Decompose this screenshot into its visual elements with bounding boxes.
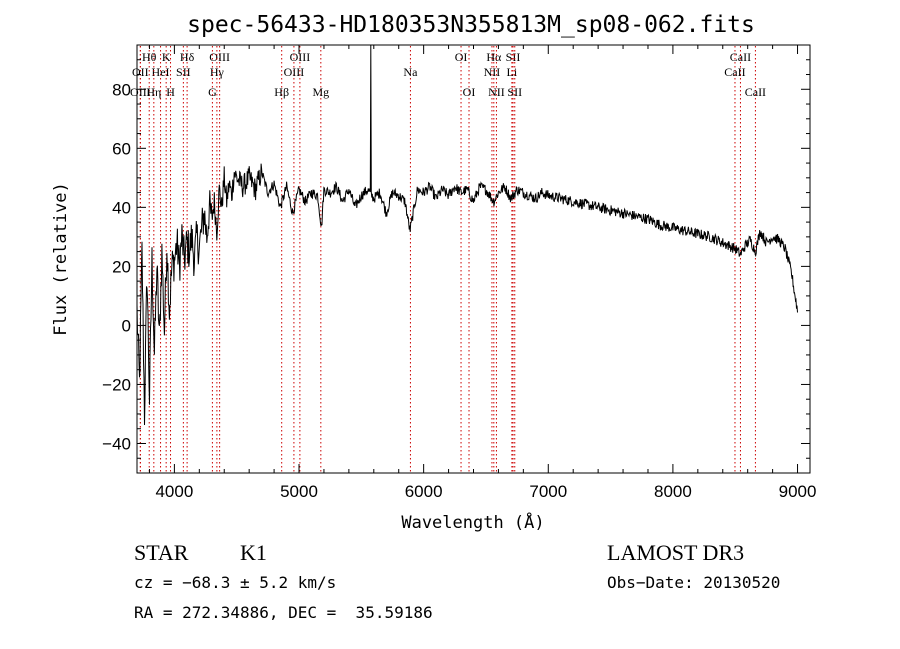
x-tick-label: 6000	[405, 482, 443, 501]
flux-series-line	[136, 44, 798, 426]
object-class: STAR	[134, 540, 189, 565]
line-label: CaII	[724, 65, 745, 79]
line-label: OIII	[209, 50, 230, 64]
obs-date: Obs−Date: 20130520	[607, 573, 781, 592]
line-label: NII	[484, 65, 501, 79]
line-label: OII	[132, 65, 149, 79]
line-label: CaII	[745, 85, 766, 99]
line-label: HeI	[152, 65, 170, 79]
line-label: Hδ	[180, 50, 195, 64]
coordinates: RA = 272.34886, DEC = 35.59186	[134, 603, 433, 622]
x-tick-label: 5000	[280, 482, 318, 501]
x-tick-label: 9000	[779, 482, 817, 501]
line-label: G	[208, 85, 217, 99]
line-label: K	[162, 50, 171, 64]
plot-frame	[136, 44, 811, 474]
x-tick-label: 8000	[654, 482, 692, 501]
line-label: CaII	[730, 50, 751, 64]
x-tick-label: 4000	[155, 482, 193, 501]
redshift-readout: cz = −68.3 ± 5.2 km/s	[134, 573, 337, 592]
line-label: SII	[506, 50, 521, 64]
line-label: OI	[455, 50, 468, 64]
line-label: Na	[403, 65, 418, 79]
line-label: Hη	[146, 85, 161, 99]
line-label: SII	[507, 85, 522, 99]
y-tick-label: 20	[112, 257, 131, 276]
line-label: OIII	[290, 50, 311, 64]
line-label: Li	[507, 65, 518, 79]
line-label: SII	[176, 65, 191, 79]
line-label: Hβ	[274, 85, 289, 99]
line-label: Mg	[312, 85, 329, 99]
y-axis-label: Flux (relative)	[51, 182, 71, 336]
x-axis-label: Wavelength (Å)	[401, 511, 544, 533]
line-label: NII	[488, 85, 505, 99]
axes: 4000 5000 6000 7000 8000 9000 −40 −20 0 20 40 60 80	[102, 45, 816, 501]
line-label: Hθ	[142, 50, 157, 64]
y-tick-label: 60	[112, 139, 131, 158]
y-tick-label: −40	[102, 434, 131, 453]
line-label: OIII	[284, 65, 305, 79]
line-label: Hγ	[210, 65, 225, 79]
x-tick-label: 7000	[529, 482, 567, 501]
y-tick-label: −20	[102, 375, 131, 394]
line-label: OIII	[130, 85, 151, 99]
chart-title: spec-56433-HD180353N355813M_sp08-062.fit…	[187, 12, 755, 38]
y-tick-label: 40	[112, 198, 131, 217]
line-label: Hα	[486, 50, 502, 64]
object-subclass: K1	[240, 540, 267, 565]
line-label: H	[166, 85, 175, 99]
y-tick-label: 0	[122, 316, 131, 335]
series-group	[136, 44, 798, 426]
y-tick-label: 80	[112, 80, 131, 99]
survey-name: LAMOST DR3	[607, 540, 745, 565]
line-label: OI	[463, 85, 476, 99]
